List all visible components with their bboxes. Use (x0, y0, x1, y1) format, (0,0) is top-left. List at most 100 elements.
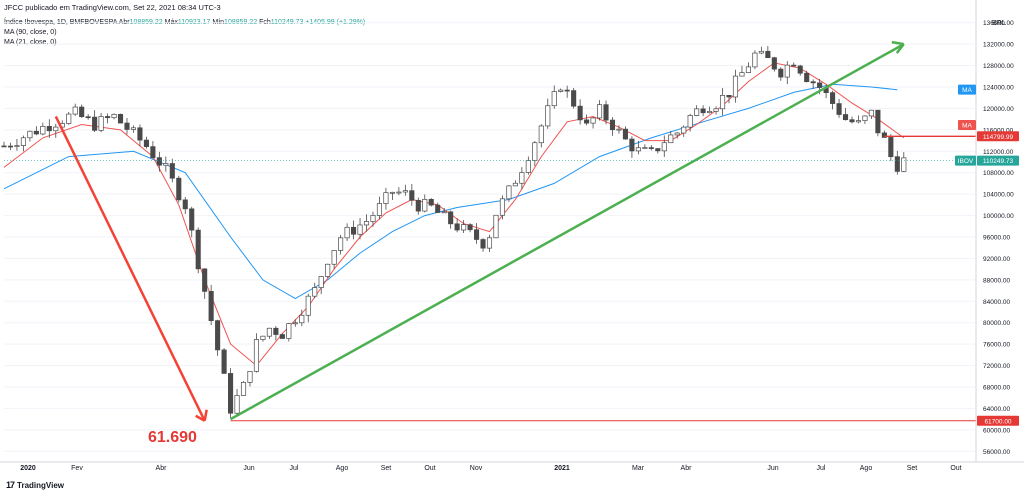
price-tick-label: 112000.00 (983, 149, 1014, 156)
candle-body (467, 224, 473, 231)
price-axis-bg (976, 0, 1024, 462)
candle-body (590, 117, 596, 124)
candle-body (681, 126, 687, 134)
time-tick-label: Abr (681, 465, 693, 472)
down-arrow-line (54, 115, 206, 422)
candle-body (791, 64, 797, 67)
candle-body (124, 122, 130, 130)
ma21-badge-bg (958, 120, 976, 131)
candle-body (137, 127, 143, 141)
candle-body (33, 130, 39, 135)
candle-body (474, 229, 480, 240)
candle-body (564, 89, 570, 92)
low-annotation: 61.690 (148, 429, 197, 446)
time-tick-label: Jul (817, 465, 826, 472)
candle-body (771, 57, 777, 70)
candle-body (7, 145, 14, 148)
candle-body (363, 221, 370, 226)
resistance-price-badge-bg (977, 131, 1019, 142)
candle-body (875, 109, 881, 134)
candle-body (881, 132, 887, 138)
price-tick-label: 136000.00 (983, 20, 1014, 27)
candle-body (486, 237, 493, 249)
candle-body (804, 72, 810, 83)
candle-body (273, 327, 279, 335)
candle-body (312, 287, 318, 297)
candle-body (888, 137, 894, 158)
candle-body (584, 119, 590, 124)
candle-body (830, 92, 836, 104)
candle-body (182, 199, 188, 210)
ma90-path (3, 83, 898, 300)
ma21-legend[interactable]: MA (21, close, 0) (4, 39, 57, 46)
candle-body (842, 114, 849, 121)
candle-body (765, 50, 771, 59)
resistance-price-badge-text: 114799.99 (983, 134, 1014, 141)
time-tick-label: Mar (632, 465, 645, 472)
candle-body (694, 108, 700, 116)
candle-body (325, 263, 331, 277)
candle-body (376, 203, 383, 216)
drawings (4, 40, 976, 422)
down-arrowhead (195, 409, 208, 422)
candle-body (331, 250, 337, 265)
price-tick-label: 120000.00 (983, 106, 1014, 113)
tradingview-brand-text: TradingView (17, 480, 64, 490)
time-tick-label: Out (950, 465, 961, 472)
candle-body (253, 339, 260, 372)
candle-body (435, 204, 441, 213)
candle-body (519, 172, 525, 184)
candle-body (713, 108, 719, 112)
currency-label[interactable]: BRL (992, 20, 1006, 27)
candle-body (719, 94, 726, 110)
ma21-badge-text: MA (962, 123, 972, 130)
price-tick-label: 100000.00 (983, 213, 1014, 220)
candle-body (234, 395, 240, 414)
candle-body (176, 177, 182, 201)
price-tick-label: 116000.00 (983, 127, 1014, 134)
candle-body (603, 104, 609, 121)
candle-body (512, 182, 518, 187)
candle-body (169, 163, 175, 179)
candle-body (642, 147, 648, 149)
candle-body (305, 295, 311, 316)
price-tick-label: 132000.00 (983, 42, 1014, 49)
candle-body (668, 134, 674, 144)
candle-body (441, 211, 447, 214)
tradingview-brand[interactable]: 17 TradingView (6, 480, 64, 490)
candle-body (14, 145, 20, 147)
candle-body (732, 75, 739, 98)
candle-body (299, 314, 305, 324)
candle-body (292, 322, 298, 325)
candle-body (752, 52, 758, 68)
trend-line (229, 43, 905, 421)
candle-body (163, 163, 169, 166)
candle-body (461, 224, 467, 231)
candle-body (247, 371, 253, 383)
candle-body (85, 116, 91, 119)
candle-body (286, 323, 292, 339)
candle-body (674, 132, 680, 136)
candle-body (868, 109, 874, 117)
candle-body (635, 147, 641, 152)
candle-body (797, 65, 803, 74)
price-tick-label: 76000.00 (983, 342, 1010, 349)
candle-body (318, 276, 324, 288)
candle-body (700, 108, 706, 114)
candle-body (202, 268, 208, 292)
price-tick-label: 96000.00 (983, 235, 1010, 242)
ma90-legend[interactable]: MA (90, close, 0) (4, 29, 57, 36)
price-tick-label: 104000.00 (983, 192, 1014, 199)
candle-body (571, 90, 577, 107)
price-tick-label: 60000.00 (983, 427, 1010, 434)
candle-body (130, 127, 137, 130)
price-axis: 136000.00 132000.00 128000.00 124000.00 1200… (975, 0, 1024, 462)
price-tick-label: 68000.00 (983, 385, 1010, 392)
candle-body (422, 199, 428, 212)
candle-body (551, 91, 557, 107)
candle-body (143, 139, 149, 147)
candle-body (1, 145, 7, 148)
time-axis: 2020 Fev Abr Jun Jul Ago Set Out Nov 2021 Mar Abr Ju… (0, 461, 1024, 472)
